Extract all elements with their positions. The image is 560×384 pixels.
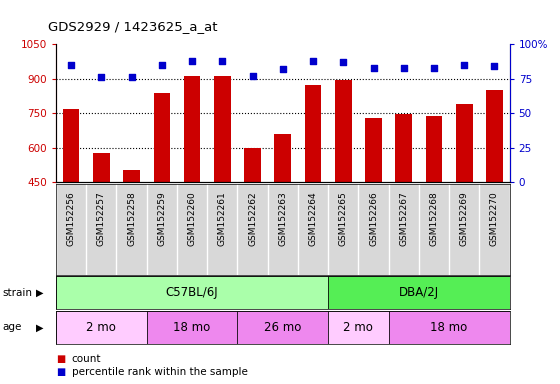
Text: GSM152269: GSM152269 xyxy=(460,192,469,246)
Text: GSM152260: GSM152260 xyxy=(188,192,197,246)
Bar xyxy=(335,80,352,182)
Text: GSM152263: GSM152263 xyxy=(278,192,287,246)
Text: GSM152266: GSM152266 xyxy=(369,192,378,246)
Bar xyxy=(328,276,510,309)
Bar xyxy=(63,109,80,182)
Text: GSM152262: GSM152262 xyxy=(248,192,257,246)
Point xyxy=(399,65,408,71)
Text: 2 mo: 2 mo xyxy=(343,321,374,334)
Text: 18 mo: 18 mo xyxy=(431,321,468,334)
Text: GSM152268: GSM152268 xyxy=(430,192,438,246)
Text: 2 mo: 2 mo xyxy=(86,321,116,334)
Text: strain: strain xyxy=(3,288,33,298)
Text: 18 mo: 18 mo xyxy=(174,321,211,334)
Point xyxy=(188,58,197,64)
Text: ▶: ▶ xyxy=(36,288,44,298)
Text: GSM152270: GSM152270 xyxy=(490,192,499,246)
Text: GSM152264: GSM152264 xyxy=(309,192,318,246)
Text: ▶: ▶ xyxy=(36,322,44,333)
Bar xyxy=(123,170,140,182)
Bar xyxy=(365,118,382,182)
Bar xyxy=(426,116,442,182)
Bar xyxy=(305,85,321,182)
Point xyxy=(460,62,469,68)
Point xyxy=(248,73,257,79)
Bar xyxy=(184,76,200,182)
Bar xyxy=(56,276,328,309)
Bar xyxy=(214,76,231,182)
Bar xyxy=(486,90,503,182)
Bar xyxy=(93,153,110,182)
Bar xyxy=(389,311,510,344)
Text: GSM152265: GSM152265 xyxy=(339,192,348,246)
Point xyxy=(127,74,136,80)
Text: C57BL/6J: C57BL/6J xyxy=(166,286,218,299)
Point xyxy=(339,59,348,65)
Text: count: count xyxy=(72,354,101,364)
Point xyxy=(430,65,438,71)
Text: GSM152261: GSM152261 xyxy=(218,192,227,246)
Text: GSM152259: GSM152259 xyxy=(157,192,166,246)
Text: ■: ■ xyxy=(56,354,66,364)
Bar xyxy=(153,93,170,182)
Point xyxy=(309,58,318,64)
Point xyxy=(278,66,287,72)
Text: GSM152256: GSM152256 xyxy=(67,192,76,246)
Point xyxy=(157,62,166,68)
Text: age: age xyxy=(3,322,22,333)
Bar xyxy=(237,311,328,344)
Text: GDS2929 / 1423625_a_at: GDS2929 / 1423625_a_at xyxy=(48,20,217,33)
Text: GSM152258: GSM152258 xyxy=(127,192,136,246)
Text: GSM152267: GSM152267 xyxy=(399,192,408,246)
Text: ■: ■ xyxy=(56,367,66,377)
Bar xyxy=(274,134,291,182)
Point xyxy=(218,58,227,64)
Bar xyxy=(244,148,261,182)
Text: 26 mo: 26 mo xyxy=(264,321,301,334)
Point xyxy=(97,74,106,80)
Bar xyxy=(328,311,389,344)
Text: GSM152257: GSM152257 xyxy=(97,192,106,246)
Point xyxy=(490,63,499,70)
Text: percentile rank within the sample: percentile rank within the sample xyxy=(72,367,248,377)
Point xyxy=(369,65,378,71)
Bar xyxy=(456,104,473,182)
Bar xyxy=(56,311,147,344)
Text: DBA/2J: DBA/2J xyxy=(399,286,439,299)
Bar xyxy=(147,311,237,344)
Point xyxy=(67,62,76,68)
Bar xyxy=(395,114,412,182)
